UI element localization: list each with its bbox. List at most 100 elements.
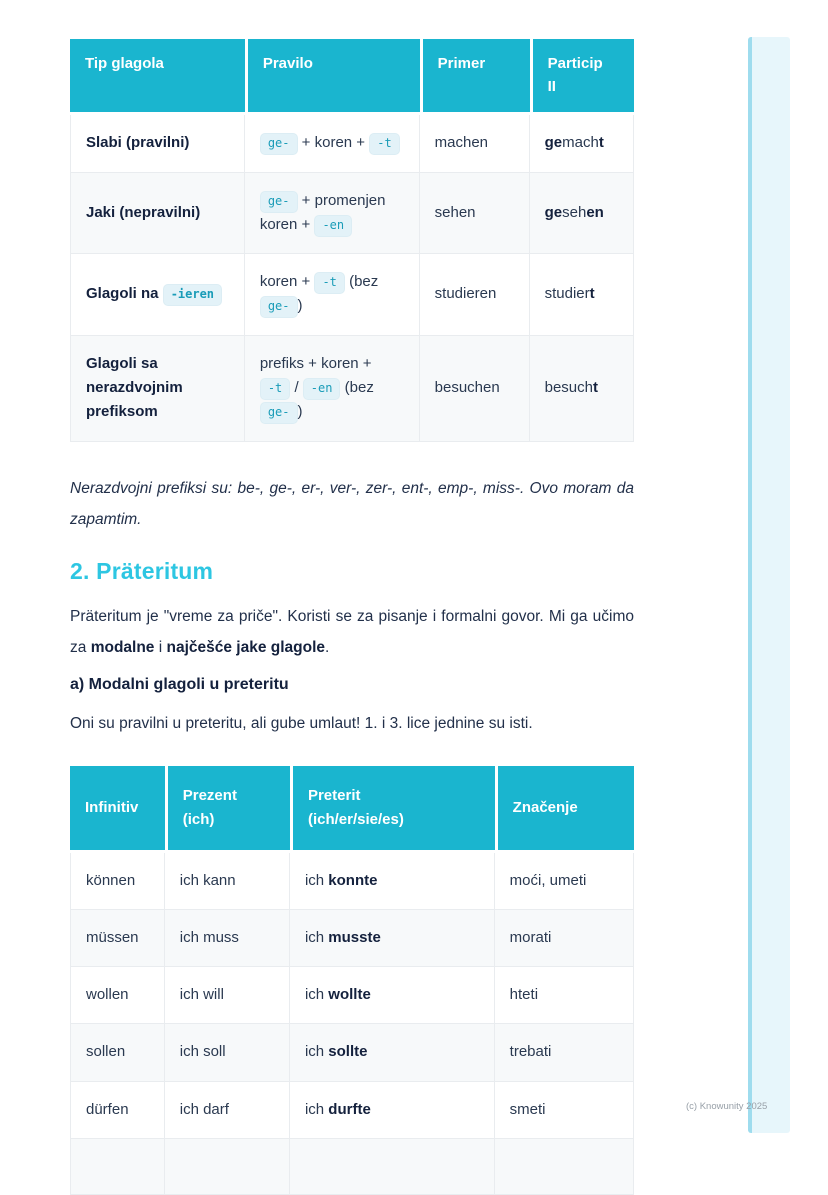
column-header: Infinitiv [70, 765, 165, 853]
bold-text: Glagoli na [86, 285, 163, 303]
column-header: Primer [419, 39, 530, 115]
text: ) [297, 403, 303, 421]
text: studieren [434, 285, 497, 303]
table-row: sollen ich soll ich sollte trebati [70, 1024, 634, 1082]
table-cell: studieren [419, 254, 530, 336]
column-header: Tip glagola [70, 39, 245, 115]
text: seh [562, 203, 587, 221]
text: moći, umeti [509, 871, 587, 889]
text: besuchen [434, 378, 500, 396]
table-cell: Slabi (pravilni) [70, 114, 245, 173]
table-cell: ich konnte [289, 852, 495, 910]
column-header: Preterit (ich/er/sie/es) [289, 765, 495, 853]
table-cell: sollen [70, 1024, 165, 1082]
table-cell: ich musste [289, 909, 495, 968]
partizip-table: Tip glagola Pravilo Primer Particip II Slab… [70, 39, 634, 442]
table-cell: machen [419, 114, 530, 173]
bold-text: ge [544, 133, 563, 151]
text: ich [304, 871, 329, 889]
table-cell: trebati [494, 1024, 634, 1082]
text: sehen [434, 203, 476, 221]
modal-verbs-table: Infinitiv Prezent (ich) Preterit (ich/er/s… [70, 765, 634, 1195]
text: können [86, 871, 136, 889]
bold-text: sollte [328, 1043, 368, 1061]
table-cell: ge- + promenjen koren + -en [244, 172, 420, 255]
text: . [325, 638, 330, 656]
table-cell: wollen [70, 967, 165, 1025]
text: ich muss [179, 928, 239, 946]
text: koren + [259, 273, 315, 291]
partizip-table-header-row: Tip glagola Pravilo Primer Particip II [70, 39, 634, 115]
text: müssen [86, 928, 139, 946]
table-cell: ich soll [164, 1024, 290, 1082]
page: { "colors": { "table_header": "#1ab5cf",… [70, 37, 790, 1195]
table-cell: gesehen [529, 172, 634, 255]
bold-text: wollte [328, 986, 371, 1004]
table-row: Jaki (nepravilni) ge- + promenjen koren +… [70, 172, 634, 255]
text: ich will [179, 986, 224, 1004]
bold-text: Slabi (pravilni) [86, 133, 190, 151]
text: sollen [86, 1043, 126, 1061]
table-cell: müssen [70, 909, 165, 968]
text: + promenjen koren + [259, 191, 386, 233]
text: besuch [544, 378, 593, 396]
text: ich [304, 1043, 329, 1061]
table-cell: prefiks + koren + -t / -en (bez ge-) [244, 335, 420, 442]
table-cell: studiert [529, 254, 634, 336]
bold-text: Jaki (nepravilni) [86, 203, 201, 221]
text: morati [509, 928, 552, 946]
text: machen [434, 133, 489, 151]
table-cell: Jaki (nepravilni) [70, 172, 245, 255]
table-cell [494, 1139, 634, 1195]
table-cell: besuchen [419, 335, 530, 442]
text: ) [297, 297, 303, 315]
column-header: Particip II [529, 39, 634, 115]
table-row: dürfen ich darf ich durfte smeti [70, 1081, 634, 1140]
code-chip: -en [314, 214, 353, 237]
bold-text: ge [544, 203, 563, 221]
bold-text: Glagoli sa nerazdvojnim prefiksom [86, 354, 183, 421]
code-chip: -t [259, 377, 291, 400]
table-cell: ich darf [164, 1081, 290, 1140]
copyright-notice: (c) Knowunity 2025 [686, 1101, 768, 1112]
table-row: wollen ich will ich wollte hteti [70, 967, 634, 1025]
table-cell: morati [494, 909, 634, 968]
table-cell: dürfen [70, 1081, 165, 1140]
table-cell: Glagoli sa nerazdvojnim prefiksom [70, 335, 245, 442]
table-cell: sehen [419, 172, 530, 255]
text: studier [544, 285, 590, 303]
code-chip: -t [314, 272, 345, 295]
table-cell: besucht [529, 335, 634, 442]
text: wollen [86, 986, 129, 1004]
table-cell: smeti [494, 1081, 634, 1140]
scrollbar-track[interactable] [748, 37, 790, 1133]
text: mach [562, 133, 599, 151]
text: prefiks + koren + [259, 354, 372, 372]
text: ich darf [179, 1100, 229, 1118]
body-paragraph: Oni su pravilni u preteritu, ali gube um… [70, 714, 533, 732]
table-row: Glagoli na -ieren koren + -t (bez ge-) stu… [70, 254, 634, 336]
table-cell: ich kann [164, 852, 290, 910]
table-cell: ich durfte [289, 1081, 495, 1140]
bold-text: en [586, 203, 604, 221]
code-chip: -ieren [162, 284, 223, 307]
text: ich kann [179, 871, 236, 889]
table-cell [164, 1139, 290, 1195]
table-cell: Glagoli na -ieren [70, 254, 245, 336]
note-paragraph: Nerazdvojni prefiksi su: be-, ge-, er-, … [70, 479, 634, 528]
table-row: können ich kann ich konnte moći, umeti [70, 852, 634, 910]
code-chip: -en [302, 377, 341, 400]
table-cell [70, 1139, 165, 1195]
bold-text: najčešće jake glagole [166, 638, 326, 656]
table-cell: können [70, 852, 165, 910]
bold-text: t [589, 285, 595, 303]
bold-text: konnte [328, 871, 378, 889]
text: smeti [509, 1100, 546, 1118]
text: ich [304, 928, 329, 946]
code-chip: ge- [259, 132, 298, 155]
text: (bez [344, 273, 379, 291]
table-row: müssen ich muss ich musste morati [70, 909, 634, 968]
modal-verbs-table-header-row: Infinitiv Prezent (ich) Preterit (ich/er/s… [70, 765, 634, 853]
text: + koren + [297, 133, 370, 151]
section-heading: 2. Präteritum [70, 557, 214, 584]
